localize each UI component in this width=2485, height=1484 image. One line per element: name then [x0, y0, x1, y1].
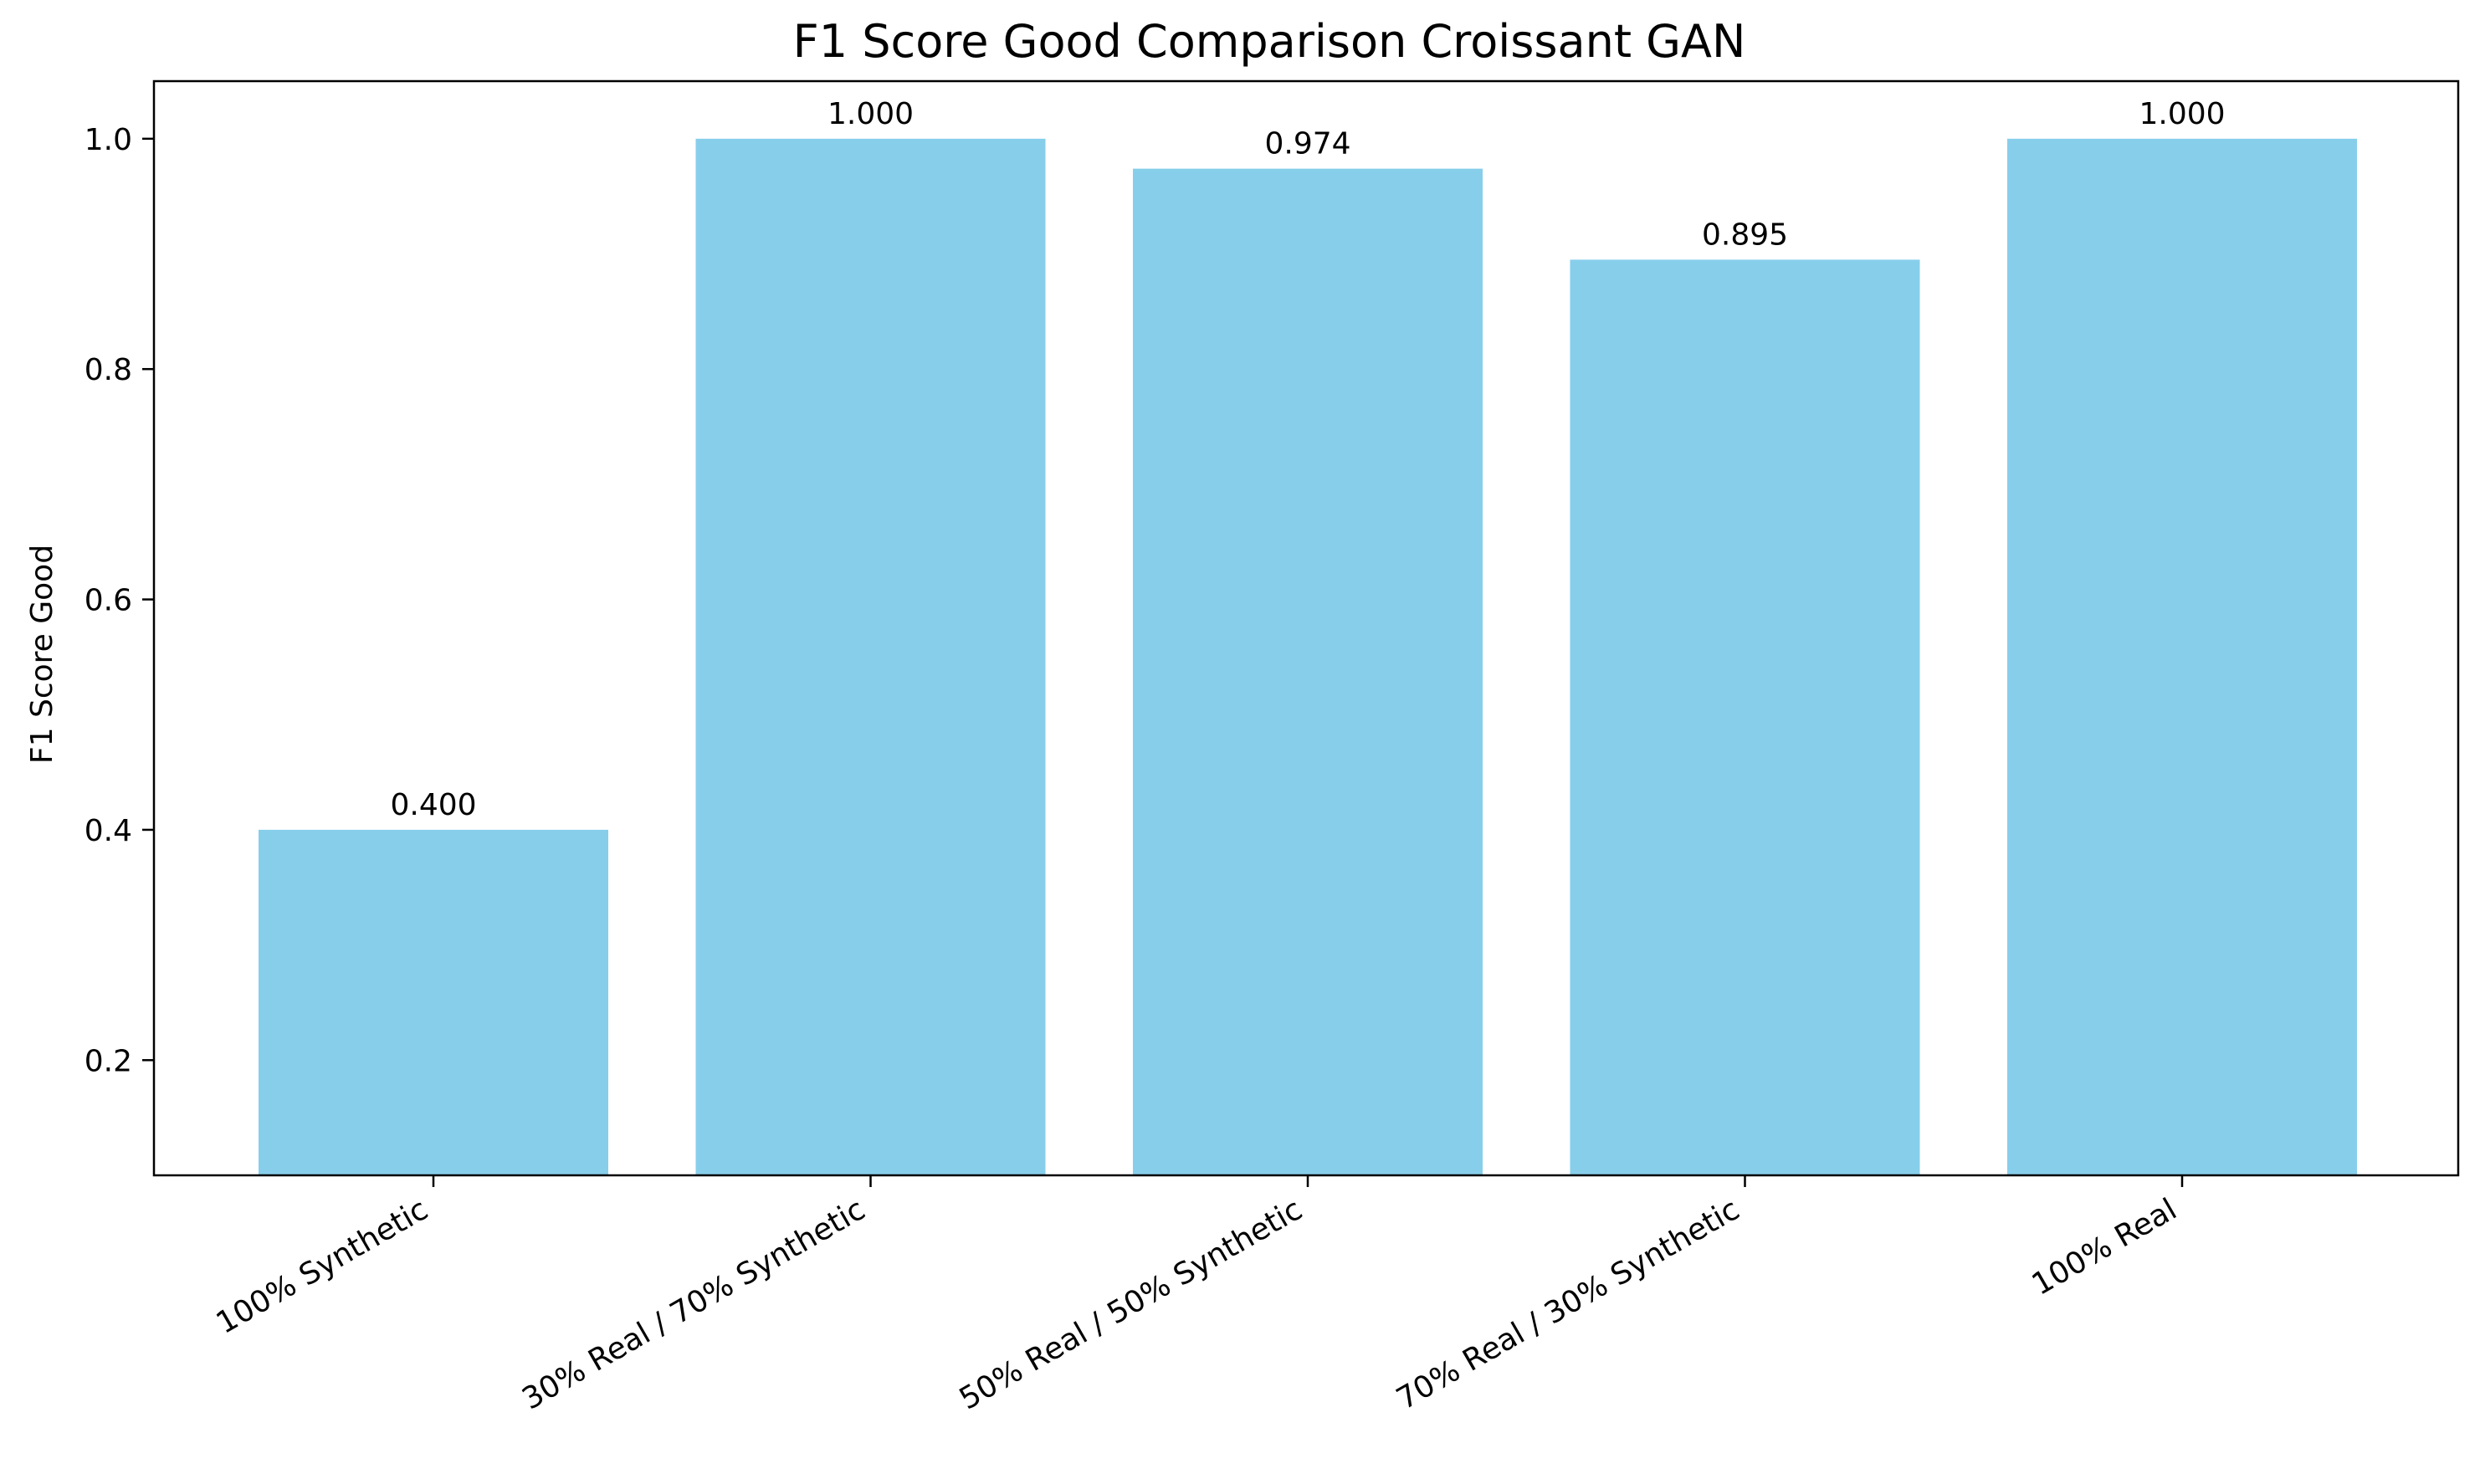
y-axis: 0.2 0.4 0.6 0.8 1.0 [85, 123, 154, 1078]
x-tick-label-2: 50% Real / 50% Synthetic [954, 1192, 1309, 1416]
bars-layer [259, 138, 2357, 1176]
x-axis: 100% Synthetic 30% Real / 70% Synthetic 50… [211, 1175, 2184, 1417]
y-tick-label-3: 0.8 [85, 353, 132, 387]
chart-title: F1 Score Good Comparison Croissant GAN [793, 15, 1746, 68]
value-label-1: 1.000 [827, 97, 914, 131]
y-tick-label-1: 0.4 [85, 814, 132, 848]
x-tick-label-0: 100% Synthetic [211, 1192, 434, 1341]
y-tick-label-4: 1.0 [85, 123, 132, 157]
x-tick-label-1: 30% Real / 70% Synthetic [516, 1192, 871, 1416]
value-labels-layer: 0.400 1.000 0.974 0.895 1.000 [390, 97, 2225, 822]
value-label-4: 1.000 [2139, 97, 2225, 131]
value-label-2: 0.974 [1264, 127, 1350, 161]
y-axis-label: F1 Score Good [25, 545, 59, 764]
y-tick-label-2: 0.6 [85, 584, 132, 618]
x-tick-label-4: 100% Real [2026, 1192, 2183, 1302]
x-tick-label-3: 70% Real / 30% Synthetic [1391, 1192, 1745, 1416]
bar-3 [1570, 259, 1920, 1175]
bar-0 [259, 829, 608, 1175]
value-label-3: 0.895 [1702, 217, 1788, 252]
plot-frame [152, 79, 2460, 1177]
y-tick-label-0: 0.2 [85, 1044, 132, 1078]
bar-1 [695, 138, 1046, 1176]
value-label-0: 0.400 [390, 788, 476, 822]
bar-4 [2007, 138, 2357, 1176]
bar-2 [1133, 168, 1483, 1175]
